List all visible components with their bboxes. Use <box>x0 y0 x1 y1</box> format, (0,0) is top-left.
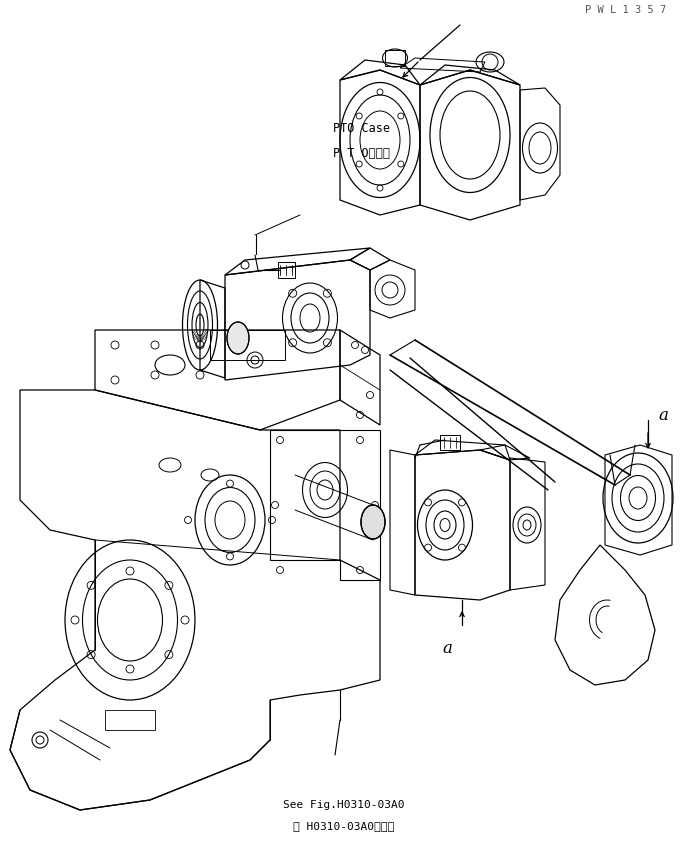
Text: PTO Case: PTO Case <box>333 122 390 135</box>
Ellipse shape <box>227 322 249 354</box>
Text: P T Oケース: P T Oケース <box>333 147 390 160</box>
Ellipse shape <box>361 505 385 539</box>
Text: a: a <box>658 407 668 424</box>
Text: P W L 1 3 5 7: P W L 1 3 5 7 <box>585 5 666 15</box>
Text: 第 H0310-03A0図参照: 第 H0310-03A0図参照 <box>293 821 394 831</box>
Text: See Fig.H0310-03A0: See Fig.H0310-03A0 <box>283 800 404 810</box>
Text: a: a <box>442 640 452 657</box>
